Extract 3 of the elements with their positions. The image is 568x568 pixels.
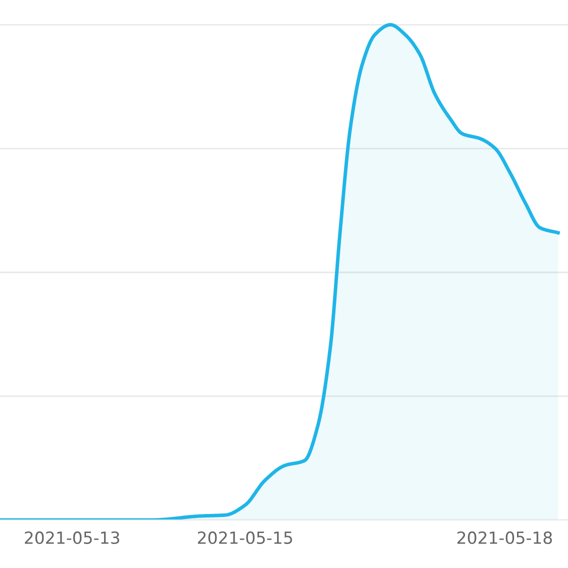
x-tick-label: 2021-05-13 [24, 531, 120, 544]
x-tick-label: 2021-05-15 [198, 531, 292, 544]
x-tick-label: 2021-05-18 [457, 531, 552, 544]
